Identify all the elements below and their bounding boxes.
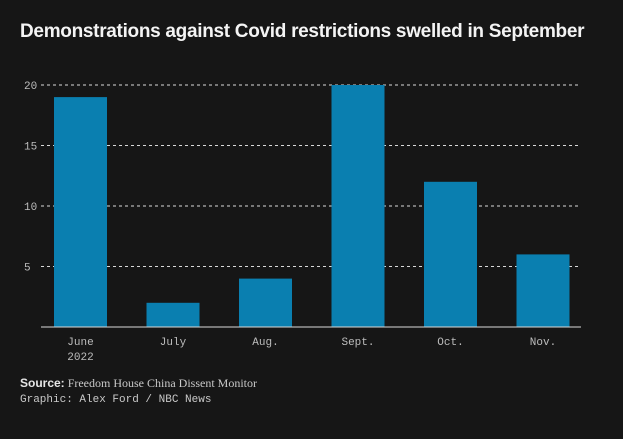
source-label: Source: (20, 376, 65, 390)
bar-july (146, 302, 200, 327)
y-tick-label: 10 (24, 202, 37, 214)
bars (54, 85, 570, 327)
y-tick-label: 5 (24, 263, 31, 275)
bar-nov (516, 254, 570, 327)
x-tick-label: July (160, 337, 187, 349)
x-tick-labels: June 2022 July Aug. Sept. Oct. Nov. (67, 337, 556, 364)
bar-aug (239, 278, 292, 327)
x-tick-label: Aug. (252, 337, 278, 349)
x-tick-label: June 2022 (67, 337, 93, 364)
y-tick-label: 20 (24, 81, 37, 93)
gridlines (41, 84, 581, 267)
bar-sept (331, 85, 385, 327)
y-tick-label: 15 (24, 142, 37, 154)
graphic-credit: Graphic: Alex Ford / NBC News (20, 394, 212, 406)
source-note: Source: Freedom House China Dissent Moni… (20, 376, 257, 391)
bar-oct (424, 181, 477, 327)
bar-june (54, 97, 107, 327)
y-tick-labels: 5 10 15 20 (24, 81, 37, 275)
source-text: Freedom House China Dissent Monitor (67, 376, 258, 390)
x-tick-label: Sept. (341, 337, 374, 349)
x-tick-label: Oct. (437, 337, 463, 349)
chart-title: Demonstrations against Covid restriction… (20, 21, 585, 42)
x-tick-label: Nov. (530, 337, 556, 349)
